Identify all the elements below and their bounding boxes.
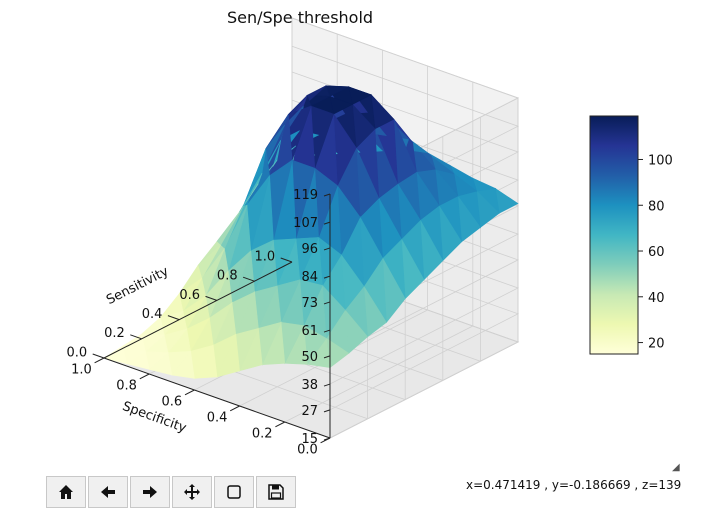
y-tick-label: 0.4 <box>142 307 163 322</box>
x-tick-label: 0.6 <box>161 395 182 410</box>
arrow-left-icon <box>101 486 115 498</box>
zoom-button[interactable] <box>214 476 254 508</box>
colorbar-tick-label: 40 <box>648 291 665 306</box>
y-tick-mark <box>242 276 255 282</box>
home-icon <box>59 485 73 499</box>
z-tick-label: 119 <box>293 188 318 203</box>
y-tick-label: 0.8 <box>217 269 238 284</box>
colorbar-tick-label: 20 <box>648 337 665 352</box>
x-tick-mark <box>94 357 105 364</box>
z-tick-mark <box>323 247 331 251</box>
colorbar <box>589 115 639 355</box>
z-tick-label: 50 <box>301 350 318 365</box>
save-button[interactable] <box>256 476 296 508</box>
colorbar-tick-label: 80 <box>648 199 665 214</box>
z-tick-label: 73 <box>301 296 318 311</box>
y-tick-mark <box>280 257 293 263</box>
y-tick-label: 0.6 <box>179 288 200 303</box>
z-tick-mark <box>323 383 331 387</box>
x-tick-mark <box>229 405 240 412</box>
x-tick-label: 0.2 <box>252 427 273 442</box>
z-tick-mark <box>323 301 331 305</box>
resize-grip-icon[interactable]: ◢ <box>672 462 680 473</box>
z-tick-label: 38 <box>301 378 318 393</box>
z-tick-label: 61 <box>301 324 318 339</box>
x-tick-label: 0.4 <box>207 411 228 426</box>
surface-facet <box>103 345 127 365</box>
colorbar-tick-label: 100 <box>648 153 673 168</box>
move-icon <box>184 484 200 500</box>
x-axis-line <box>103 357 331 439</box>
z-tick-label: 96 <box>301 242 318 257</box>
y-tick-mark <box>205 295 217 301</box>
z-tick-mark <box>323 329 331 333</box>
arrow-right-icon <box>143 486 157 498</box>
z-tick-mark <box>323 275 331 279</box>
y-tick-label: 0.2 <box>104 326 125 341</box>
chart-title: Sen/Spe threshold <box>226 8 374 27</box>
pan-button[interactable] <box>172 476 212 508</box>
surface-chart[interactable]: 0.0 0.2 0.4 0.6 0.8 1.0 0.0 0.2 0.4 0.6 0.8 1.0 15 27… <box>0 0 717 470</box>
z-tick-label: 84 <box>301 270 318 285</box>
y-axis-line <box>103 261 293 359</box>
home-button[interactable] <box>46 476 86 508</box>
toolbar <box>46 476 298 508</box>
x-tick-label: 0.8 <box>116 379 137 394</box>
y-tick-label: 0.0 <box>67 345 88 360</box>
z-tick-mark <box>323 193 331 197</box>
z-tick-label: 107 <box>293 216 318 231</box>
forward-button[interactable] <box>130 476 170 508</box>
z-tick-mark <box>323 437 331 441</box>
z-tick-mark <box>323 355 331 359</box>
colorbar-tick-label: 60 <box>648 245 665 260</box>
y-tick-label: 1.0 <box>255 249 276 264</box>
y-axis-label: Sensitivity <box>104 264 171 308</box>
x-tick-label: 0.0 <box>297 443 318 458</box>
y-tick-mark <box>167 315 180 321</box>
x-tick-mark <box>275 421 286 428</box>
z-tick-label: 15 <box>301 432 318 447</box>
floppy-icon <box>268 484 284 500</box>
square-icon <box>227 485 241 499</box>
z-tick-label: 27 <box>301 404 318 419</box>
z-tick-mark <box>323 409 331 413</box>
z-tick-mark <box>323 221 331 225</box>
x-tick-mark <box>139 373 150 380</box>
x-tick-label: 1.0 <box>71 363 92 378</box>
back-button[interactable] <box>88 476 128 508</box>
cursor-coordinates: x=0.471419 , y=-0.186669 , z=139 <box>466 478 682 492</box>
y-tick-mark <box>92 353 105 359</box>
y-tick-mark <box>130 334 142 340</box>
x-tick-mark <box>184 389 195 396</box>
grid-line <box>284 325 473 423</box>
